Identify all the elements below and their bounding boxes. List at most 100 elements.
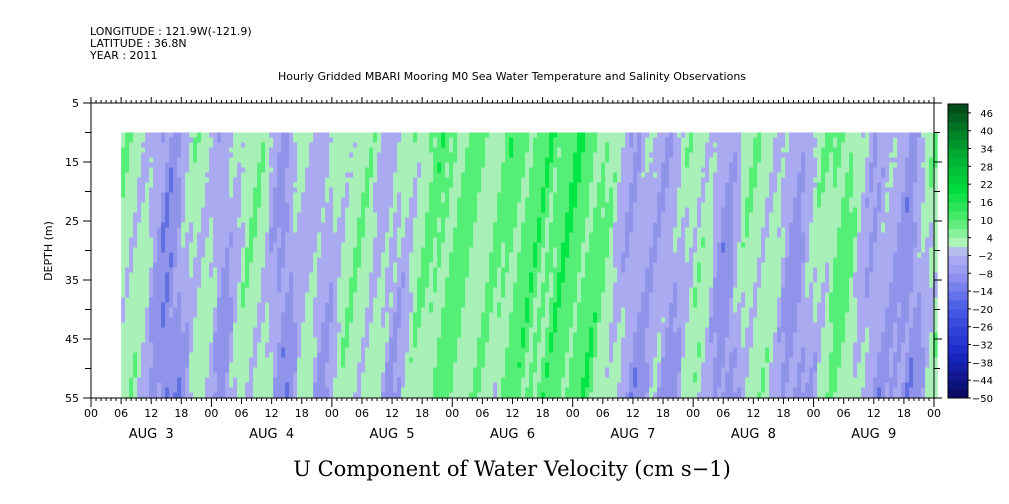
- heatmap-cell: [445, 347, 450, 354]
- heatmap-cell: [149, 292, 154, 299]
- heatmap-cell: [165, 372, 170, 379]
- heatmap-cell: [421, 252, 426, 259]
- heatmap-cell: [253, 237, 258, 244]
- heatmap-cell: [273, 217, 278, 224]
- heatmap-cell: [417, 382, 422, 389]
- heatmap-cell: [205, 342, 210, 349]
- heatmap-cell: [361, 162, 366, 169]
- heatmap-cell: [453, 232, 458, 239]
- heatmap-cell: [333, 332, 338, 339]
- heatmap-cell: [381, 262, 386, 269]
- heatmap-cell: [145, 277, 150, 284]
- heatmap-cell: [445, 192, 450, 199]
- heatmap-cell: [313, 292, 318, 299]
- heatmap-cell: [133, 137, 138, 144]
- heatmap-cell: [321, 162, 326, 169]
- heatmap-cell: [441, 337, 446, 344]
- heatmap-cell: [241, 142, 246, 149]
- heatmap-cell: [233, 137, 238, 144]
- heatmap-cell: [213, 272, 218, 279]
- heatmap-cell: [341, 307, 346, 314]
- heatmap-cell: [349, 247, 354, 254]
- heatmap-cell: [449, 372, 454, 379]
- heatmap-cell: [457, 257, 462, 264]
- heatmap-cell: [461, 267, 466, 274]
- heatmap-cell: [445, 187, 450, 194]
- heatmap-cell: [369, 182, 374, 189]
- heatmap-cell: [349, 227, 354, 234]
- heatmap-cell: [349, 147, 354, 154]
- heatmap-cell: [473, 162, 478, 169]
- heatmap-cell: [153, 202, 158, 209]
- heatmap-cell: [301, 357, 306, 364]
- heatmap-cell: [397, 232, 402, 239]
- heatmap-cell: [193, 332, 198, 339]
- heatmap-cell: [325, 267, 330, 274]
- heatmap-cell: [205, 337, 210, 344]
- heatmap-cell: [477, 197, 482, 204]
- heatmap-cell: [177, 292, 182, 299]
- heatmap-cell: [305, 292, 310, 299]
- heatmap-cell: [453, 372, 458, 379]
- heatmap-cell: [353, 292, 358, 299]
- heatmap-cell: [161, 237, 166, 244]
- heatmap-cell: [269, 312, 274, 319]
- heatmap-cell: [405, 142, 410, 149]
- heatmap-cell: [309, 247, 314, 254]
- heatmap-cell: [461, 317, 466, 324]
- heatmap-cell: [389, 202, 394, 209]
- heatmap-cell: [249, 192, 254, 199]
- heatmap-cell: [313, 177, 318, 184]
- heatmap-cell: [433, 162, 438, 169]
- heatmap-cell: [233, 272, 238, 279]
- heatmap-cell: [185, 182, 190, 189]
- heatmap-cell: [201, 182, 206, 189]
- heatmap-cell: [369, 162, 374, 169]
- heatmap-cell: [469, 242, 474, 249]
- heatmap-cell: [333, 157, 338, 164]
- year-label: YEAR : 2011: [89, 49, 158, 62]
- heatmap-cell: [477, 392, 482, 399]
- heatmap-cell: [149, 377, 154, 384]
- heatmap-cell: [457, 387, 462, 394]
- heatmap-cell: [469, 307, 474, 314]
- heatmap-cell: [253, 347, 258, 354]
- heatmap-cell: [253, 247, 258, 254]
- heatmap-cell: [337, 352, 342, 359]
- heatmap-cell: [181, 267, 186, 274]
- heatmap-cell: [285, 207, 290, 214]
- heatmap-cell: [157, 382, 162, 389]
- heatmap-cell: [213, 357, 218, 364]
- heatmap-cell: [321, 367, 326, 374]
- heatmap-cell: [153, 247, 158, 254]
- heatmap-cell: [389, 242, 394, 249]
- heatmap-cell: [461, 332, 466, 339]
- heatmap-cell: [433, 302, 438, 309]
- heatmap-cell: [285, 167, 290, 174]
- heatmap-cell: [141, 187, 146, 194]
- heatmap-cell: [121, 317, 126, 324]
- heatmap-cell: [121, 337, 126, 344]
- heatmap-cell: [465, 297, 470, 304]
- heatmap-cell: [185, 277, 190, 284]
- heatmap-cell: [401, 387, 406, 394]
- heatmap-cell: [421, 162, 426, 169]
- heatmap-cell: [305, 307, 310, 314]
- heatmap-cell: [317, 242, 322, 249]
- heatmap-cell: [385, 362, 390, 369]
- heatmap-cell: [273, 302, 278, 309]
- heatmap-cell: [481, 352, 486, 359]
- heatmap-cell: [377, 147, 382, 154]
- heatmap-cell: [413, 312, 418, 319]
- heatmap-cell: [353, 157, 358, 164]
- heatmap-cell: [421, 177, 426, 184]
- heatmap-cell: [469, 167, 474, 174]
- heatmap-cell: [473, 342, 478, 349]
- heatmap-cell: [289, 162, 294, 169]
- heatmap-cell: [309, 202, 314, 209]
- heatmap-cell: [273, 197, 278, 204]
- heatmap-cell: [217, 207, 222, 214]
- heatmap-cell: [301, 182, 306, 189]
- heatmap-cell: [469, 322, 474, 329]
